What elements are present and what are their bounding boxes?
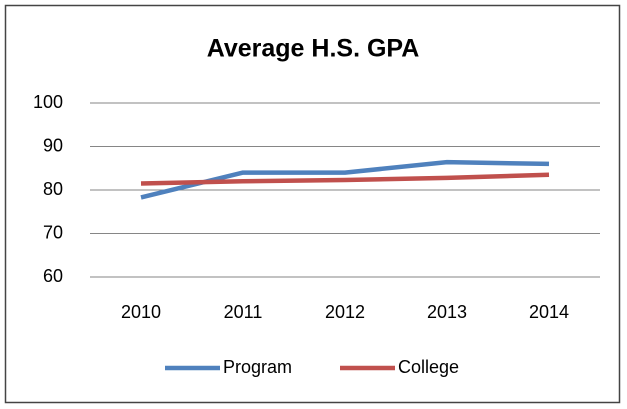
legend-label: College [398, 357, 459, 377]
x-tick-label: 2014 [529, 302, 569, 322]
legend-label: Program [223, 357, 292, 377]
y-tick-label: 100 [33, 92, 63, 112]
y-tick-label: 80 [43, 179, 63, 199]
chart-title: Average H.S. GPA [207, 35, 420, 63]
y-tick-label: 90 [43, 135, 63, 155]
chart-border [4, 4, 621, 404]
x-tick-label: 2013 [427, 302, 467, 322]
series-line [140, 172, 550, 186]
x-tick-label: 2011 [224, 302, 263, 322]
y-tick-label: 60 [43, 266, 63, 286]
x-tick-label: 2012 [325, 302, 365, 322]
y-tick-label: 70 [43, 222, 63, 242]
x-tick-label: 2010 [121, 302, 161, 322]
